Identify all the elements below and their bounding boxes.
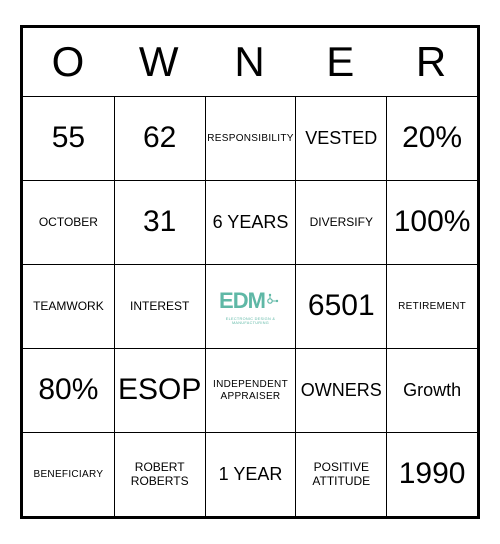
bingo-cell-9: 100% [386,180,477,264]
bingo-cell-12: EDM ELECTRONIC DESIGN & MANUFACTURING [205,264,296,348]
bingo-cell-4: 20% [386,96,477,180]
bingo-grid: 5562RESPONSIBILITYVESTED20% OCTOBER316 YE… [23,96,477,516]
bingo-cell-20: BENEFICIARY [23,432,114,516]
bingo-cell-17: INDEPENDENT APPRAISER [205,348,296,432]
bingo-cell-6: 31 [114,180,205,264]
bingo-cell-22: 1 YEAR [205,432,296,516]
bingo-cell-5: OCTOBER [23,180,114,264]
header-letter-0: O [23,28,114,96]
center-logo: EDM ELECTRONIC DESIGN & MANUFACTURING [210,288,292,326]
header-row: O W N E R [23,28,477,96]
logo-sub-text: ELECTRONIC DESIGN & MANUFACTURING [210,317,292,326]
bingo-cell-15: 80% [23,348,114,432]
circuit-icon [266,289,282,314]
bingo-cell-11: INTEREST [114,264,205,348]
bingo-cell-1: 62 [114,96,205,180]
header-letter-2: N [205,28,296,96]
bingo-cell-21: ROBERT ROBERTS [114,432,205,516]
bingo-cell-18: OWNERS [295,348,386,432]
bingo-cell-10: TEAMWORK [23,264,114,348]
bingo-cell-8: DIVERSIFY [295,180,386,264]
bingo-card: O W N E R 5562RESPONSIBILITYVESTED20% OCT… [20,25,480,519]
bingo-cell-7: 6 YEARS [205,180,296,264]
bingo-cell-13: 6501 [295,264,386,348]
bingo-cell-24: 1990 [386,432,477,516]
header-letter-4: R [386,28,477,96]
bingo-cell-0: 55 [23,96,114,180]
header-letter-1: W [114,28,205,96]
bingo-cell-2: RESPONSIBILITY [205,96,296,180]
logo-main-text: EDM [219,288,282,315]
bingo-cell-3: VESTED [295,96,386,180]
bingo-cell-14: RETIREMENT [386,264,477,348]
header-letter-3: E [295,28,386,96]
bingo-cell-23: POSITIVE ATTITUDE [295,432,386,516]
bingo-cell-16: ESOP [114,348,205,432]
bingo-cell-19: Growth [386,348,477,432]
